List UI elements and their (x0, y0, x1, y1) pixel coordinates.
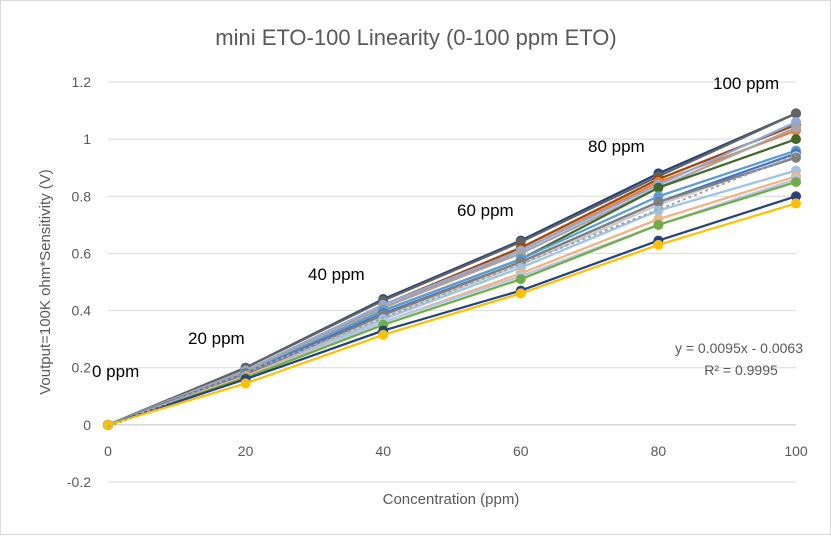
annotation-40-ppm: 40 ppm (308, 265, 365, 284)
data-point (791, 108, 801, 119)
data-point (653, 219, 664, 230)
annotation-20-ppm: 20 ppm (188, 329, 245, 348)
data-point (240, 378, 251, 389)
data-point (791, 122, 801, 133)
x-tick-label: 40 (375, 443, 391, 459)
y-tick-label: 0.6 (72, 245, 92, 261)
gridlines (108, 81, 796, 483)
y-tick-label: 0 (83, 417, 91, 433)
data-point (791, 152, 801, 163)
y-axis-label: Voutput=100K ohm*Sensitivity (V) (37, 169, 54, 395)
series-layer (103, 108, 801, 430)
y-tick-label: 0.4 (72, 303, 92, 319)
data-point (791, 198, 801, 209)
y-tick-label: 0.8 (72, 188, 92, 204)
annotation-60-ppm: 60 ppm (457, 201, 514, 220)
data-point (791, 134, 801, 145)
series-line (107, 180, 797, 426)
y-tick-label: 1 (83, 131, 91, 147)
series-line (107, 120, 797, 426)
x-tick-label: 20 (238, 443, 254, 459)
data-point (515, 288, 526, 299)
x-axis-label: Concentration (ppm) (383, 491, 520, 508)
annotation-0-ppm: 0 ppm (92, 362, 139, 381)
y-tick-label: -0.2 (67, 474, 91, 490)
data-point (103, 419, 113, 430)
data-point (378, 329, 389, 340)
trendline-r-squared: R² = 0.9995 (704, 362, 778, 378)
x-tick-label: 100 (784, 443, 808, 459)
data-point (791, 191, 801, 202)
annotation-100-ppm: 100 ppm (713, 74, 779, 93)
x-tick-label: 60 (513, 443, 529, 459)
series-line (107, 112, 797, 426)
series-17 (103, 198, 801, 430)
trendline-equation: y = 0.0095x - 0.0063 (675, 340, 803, 356)
data-point (653, 197, 664, 207)
chart-title: mini ETO-100 Linearity (0-100 ppm ETO) (215, 25, 616, 50)
series-1 (103, 108, 801, 430)
data-point (653, 182, 664, 193)
y-tick-label: 0.2 (72, 360, 92, 376)
tick-labels: -0.2 0 0.2 0.4 0.6 0.8 1 1.2 0 20 40 60 80 100 (67, 74, 808, 490)
annotation-80-ppm: 80 ppm (588, 137, 645, 156)
data-point (653, 239, 664, 250)
data-point (515, 274, 526, 285)
series-line (107, 202, 797, 426)
y-tick-label: 1.2 (72, 74, 92, 90)
data-point (791, 177, 801, 187)
x-tick-label: 80 (651, 443, 667, 459)
series-line (107, 175, 797, 426)
x-tick-label: 0 (104, 443, 112, 459)
series-line (107, 195, 797, 426)
